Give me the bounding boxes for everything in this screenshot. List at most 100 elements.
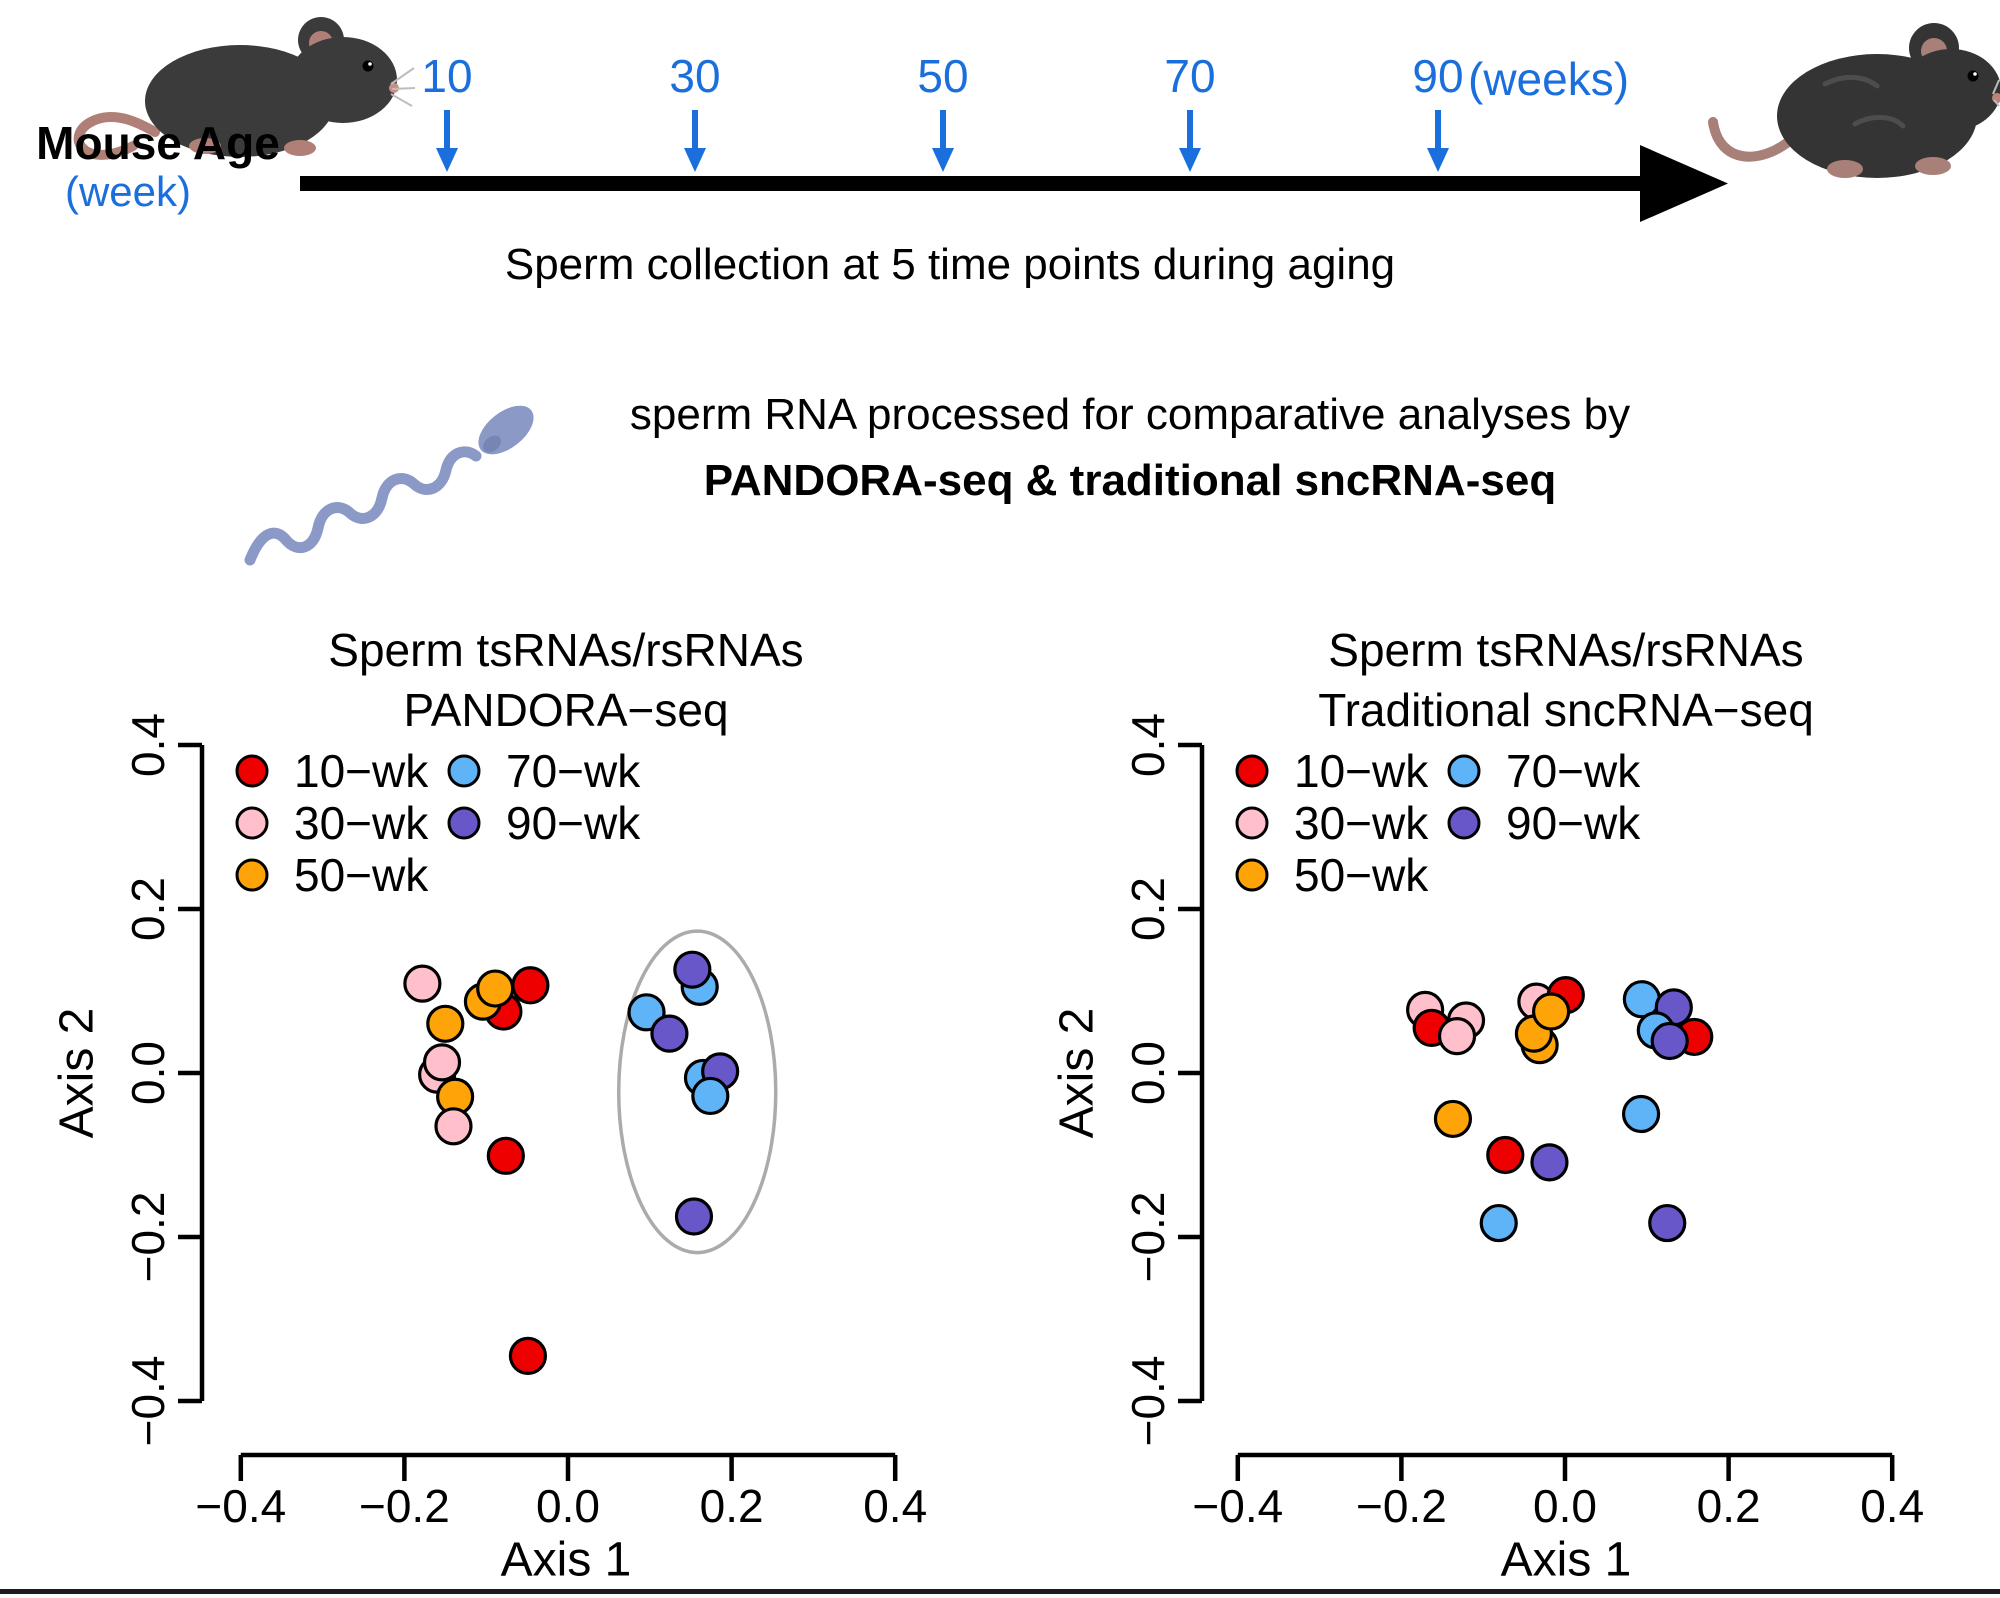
legend-swatch [1235, 806, 1269, 840]
legend-label: 90−wk [506, 797, 641, 849]
legend-swatch [1447, 806, 1481, 840]
timeline-axis-label: Mouse Age [36, 117, 280, 169]
timeline-tick-arrowhead [1179, 148, 1201, 172]
data-point [403, 964, 442, 1003]
timeline-shaft [300, 176, 1648, 191]
x-tick-label: 0.2 [700, 1480, 764, 1532]
legend-label: 50−wk [1294, 849, 1429, 901]
data-point [1486, 1135, 1525, 1175]
processing-text-line1: sperm RNA processed for comparative anal… [629, 390, 1631, 439]
legend-swatch [447, 806, 481, 840]
timeline-tick-arrow-shaft [444, 110, 450, 150]
legend-label: 10−wk [294, 745, 429, 797]
timeline-tick-arrowhead [1427, 148, 1449, 172]
data-point [691, 1076, 730, 1116]
data-point [1479, 1203, 1518, 1243]
data-point [1650, 1021, 1689, 1061]
y-tick-label: 0.2 [1122, 877, 1174, 941]
timeline-tick-label: 90 [1412, 50, 1463, 102]
y-tick-label: 0.2 [122, 877, 174, 941]
legend-swatch [447, 754, 481, 788]
timeline-tick-arrow-shaft [1187, 110, 1193, 150]
timeline-tick-label: 70 [1164, 50, 1215, 102]
data-point [650, 1014, 689, 1053]
x-axis-title: Axis 1 [1500, 1533, 1632, 1587]
x-tick-label: −0.4 [195, 1480, 286, 1532]
plot-traditional-sncrna-seq: Sperm tsRNAs/rsRNAs Traditional sncRNA−s… [1000, 560, 2000, 1598]
x-tick-label: 0.2 [1697, 1480, 1761, 1532]
x-tick-label: −0.2 [1356, 1480, 1447, 1532]
plot-title-line1: Sperm tsRNAs/rsRNAs [328, 624, 804, 676]
scatter-plot-canvas: −0.4 −0.2 0.0 0.2 0.4 −0.4 −0.2 0.0 0.2 0.4 10−wk3… [122, 713, 927, 1532]
plot-title-line1: Sperm tsRNAs/rsRNAs [1328, 624, 1804, 676]
timeline-tick-label: 10 [421, 50, 472, 102]
y-tick-label: 0.0 [122, 1041, 174, 1105]
plot-title-line2: PANDORA−seq [403, 684, 729, 736]
data-point [1530, 1143, 1569, 1182]
y-tick-label: −0.2 [122, 1192, 174, 1283]
x-tick-label: 0.0 [536, 1480, 600, 1532]
x-tick-label: 0.0 [1533, 1480, 1597, 1532]
timeline-tick-arrow-shaft [940, 110, 946, 150]
legend-label: 90−wk [1506, 797, 1641, 849]
processing-text-line2: PANDORA-seq & traditional sncRNA-seq [703, 456, 1557, 505]
data-point [426, 1004, 465, 1043]
timeline-tick-label: 50 [917, 50, 968, 102]
plot-title: Sperm tsRNAs/rsRNAs Traditional sncRNA−s… [1066, 620, 2000, 740]
legend-label: 70−wk [1506, 745, 1641, 797]
data-point [1433, 1099, 1473, 1139]
cluster-ellipse [616, 929, 778, 1255]
y-tick-label: −0.2 [1122, 1192, 1174, 1283]
y-tick-label: 0.0 [1122, 1041, 1174, 1105]
x-tick-label: 0.4 [863, 1480, 927, 1532]
timeline-tick-arrowhead [684, 148, 706, 172]
x-tick-label: 0.4 [1860, 1480, 1924, 1532]
y-tick-label: 0.4 [1122, 713, 1174, 777]
legend-swatch [235, 858, 269, 892]
data-point [486, 1136, 525, 1175]
plot-pandora-seq: Sperm tsRNAs/rsRNAs PANDORA−seq −0.4 −0.2… [0, 560, 1000, 1598]
timeline-tick-arrowhead [436, 148, 458, 172]
timeline-caption: Sperm collection at 5 time points during… [504, 240, 1396, 289]
timeline-arrow: 10 30 50 70 90 [300, 50, 1728, 222]
legend-label: 10−wk [1294, 745, 1429, 797]
y-tick-label: −0.4 [122, 1356, 174, 1447]
data-point [1648, 1203, 1687, 1243]
timeline-unit-label: (weeks) [1468, 53, 1630, 105]
legend-label: 30−wk [294, 797, 429, 849]
legend-label: 30−wk [1294, 797, 1429, 849]
scatter-plot-canvas: −0.4 −0.2 0.0 0.2 0.4 −0.4 −0.2 0.0 0.2 0.4 10−wk3… [1122, 713, 1924, 1532]
x-tick-label: −0.2 [359, 1480, 450, 1532]
figure-bottom-rule [0, 1589, 2000, 1594]
y-tick-label: −0.4 [1122, 1356, 1174, 1447]
x-tick-label: −0.4 [1192, 1480, 1283, 1532]
y-tick-label: 0.4 [122, 713, 174, 777]
y-axis-title: Axis 2 [50, 1007, 104, 1139]
timeline-axis-sublabel: (week) [64, 168, 192, 215]
legend-swatch [1235, 754, 1269, 788]
timeline-tick-arrow-shaft [1435, 110, 1441, 150]
legend-label: 70−wk [506, 745, 641, 797]
data-point [1621, 1094, 1661, 1134]
young-mouse-icon [73, 17, 415, 160]
aged-mouse-icon [1708, 23, 2000, 178]
data-point [673, 950, 712, 989]
data-point [511, 966, 550, 1005]
legend-swatch [1235, 858, 1269, 892]
timeline-tick-label: 30 [669, 50, 720, 102]
plot-title: Sperm tsRNAs/rsRNAs PANDORA−seq [66, 620, 1066, 740]
sperm-icon [244, 405, 534, 566]
x-axis-title: Axis 1 [500, 1533, 632, 1587]
data-point [1531, 992, 1571, 1031]
legend-swatch [235, 754, 269, 788]
legend-swatch [1447, 754, 1481, 788]
timeline-arrowhead [1640, 145, 1728, 222]
data-point [434, 1107, 473, 1146]
data-point [674, 1197, 714, 1236]
data-point [1437, 1017, 1477, 1056]
legend-swatch [235, 806, 269, 840]
timeline-tick-arrowhead [932, 148, 954, 172]
data-point [422, 1043, 462, 1082]
data-point [476, 969, 515, 1008]
